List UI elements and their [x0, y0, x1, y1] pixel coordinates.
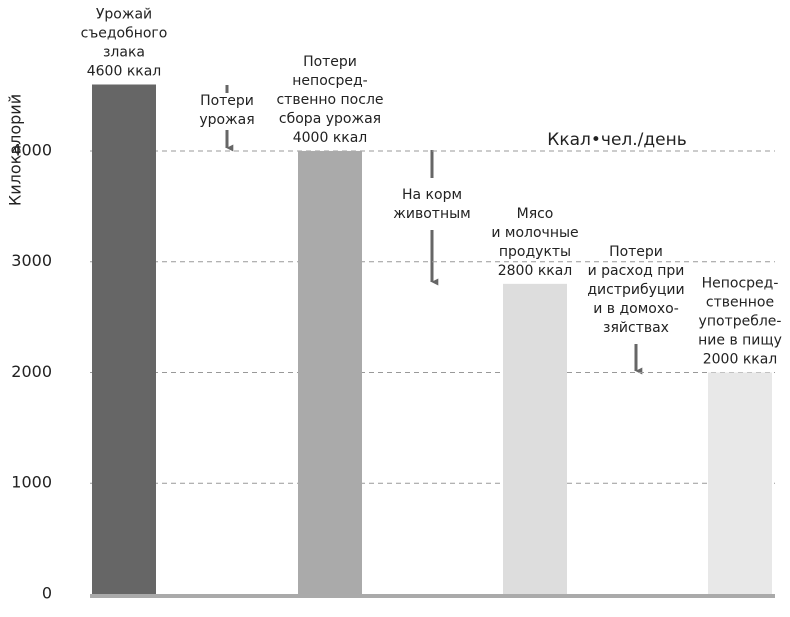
category-label: и молочные: [491, 225, 578, 241]
y-tick-label: 0: [42, 584, 52, 603]
category-label: ственное: [706, 294, 774, 310]
value-label: 4000 ккал: [293, 130, 368, 146]
annotation: урожая: [199, 112, 254, 128]
value-label: 2800 ккал: [498, 263, 573, 279]
bar: [503, 283, 567, 594]
value-label: 2000 ккал: [703, 351, 778, 367]
annotation: и в домохо-: [593, 301, 679, 317]
reference-label: Ккал•чел./день: [547, 130, 687, 150]
y-tick-label: 1000: [11, 473, 52, 492]
value-label: 4600 ккал: [87, 64, 162, 80]
category-label: Потери: [303, 54, 357, 70]
annotation: зяйствах: [603, 320, 669, 336]
category-label: непосред-: [292, 73, 367, 89]
arrows: [225, 85, 643, 375]
category-label: Непосред-: [702, 275, 779, 291]
category-label: злака: [103, 45, 145, 61]
annotation: Потери: [200, 93, 254, 109]
y-tick-label: 3000: [11, 251, 52, 270]
bar: [298, 150, 362, 594]
annotation: животным: [393, 206, 470, 222]
category-label: ние в пищу: [698, 332, 782, 348]
category-label: съедобного: [81, 26, 168, 42]
bar: [92, 84, 156, 594]
category-label: Урожай: [96, 7, 152, 23]
annotation: дистрибуции: [587, 282, 684, 298]
category-label: Мясо: [517, 206, 554, 222]
category-label: продукты: [499, 244, 571, 260]
annotation: Потери: [609, 244, 663, 260]
y-tick-label: 2000: [11, 362, 52, 381]
category-label: сбора урожая: [279, 111, 381, 127]
y-axis-label: Килокалорий: [6, 94, 25, 206]
bar: [708, 372, 772, 594]
y-tick-label: 4000: [11, 140, 52, 159]
annotation: и расход при: [588, 263, 685, 279]
annotation: На корм: [402, 187, 462, 203]
category-label: ственно после: [276, 92, 383, 108]
category-label: употребле-: [699, 313, 782, 329]
